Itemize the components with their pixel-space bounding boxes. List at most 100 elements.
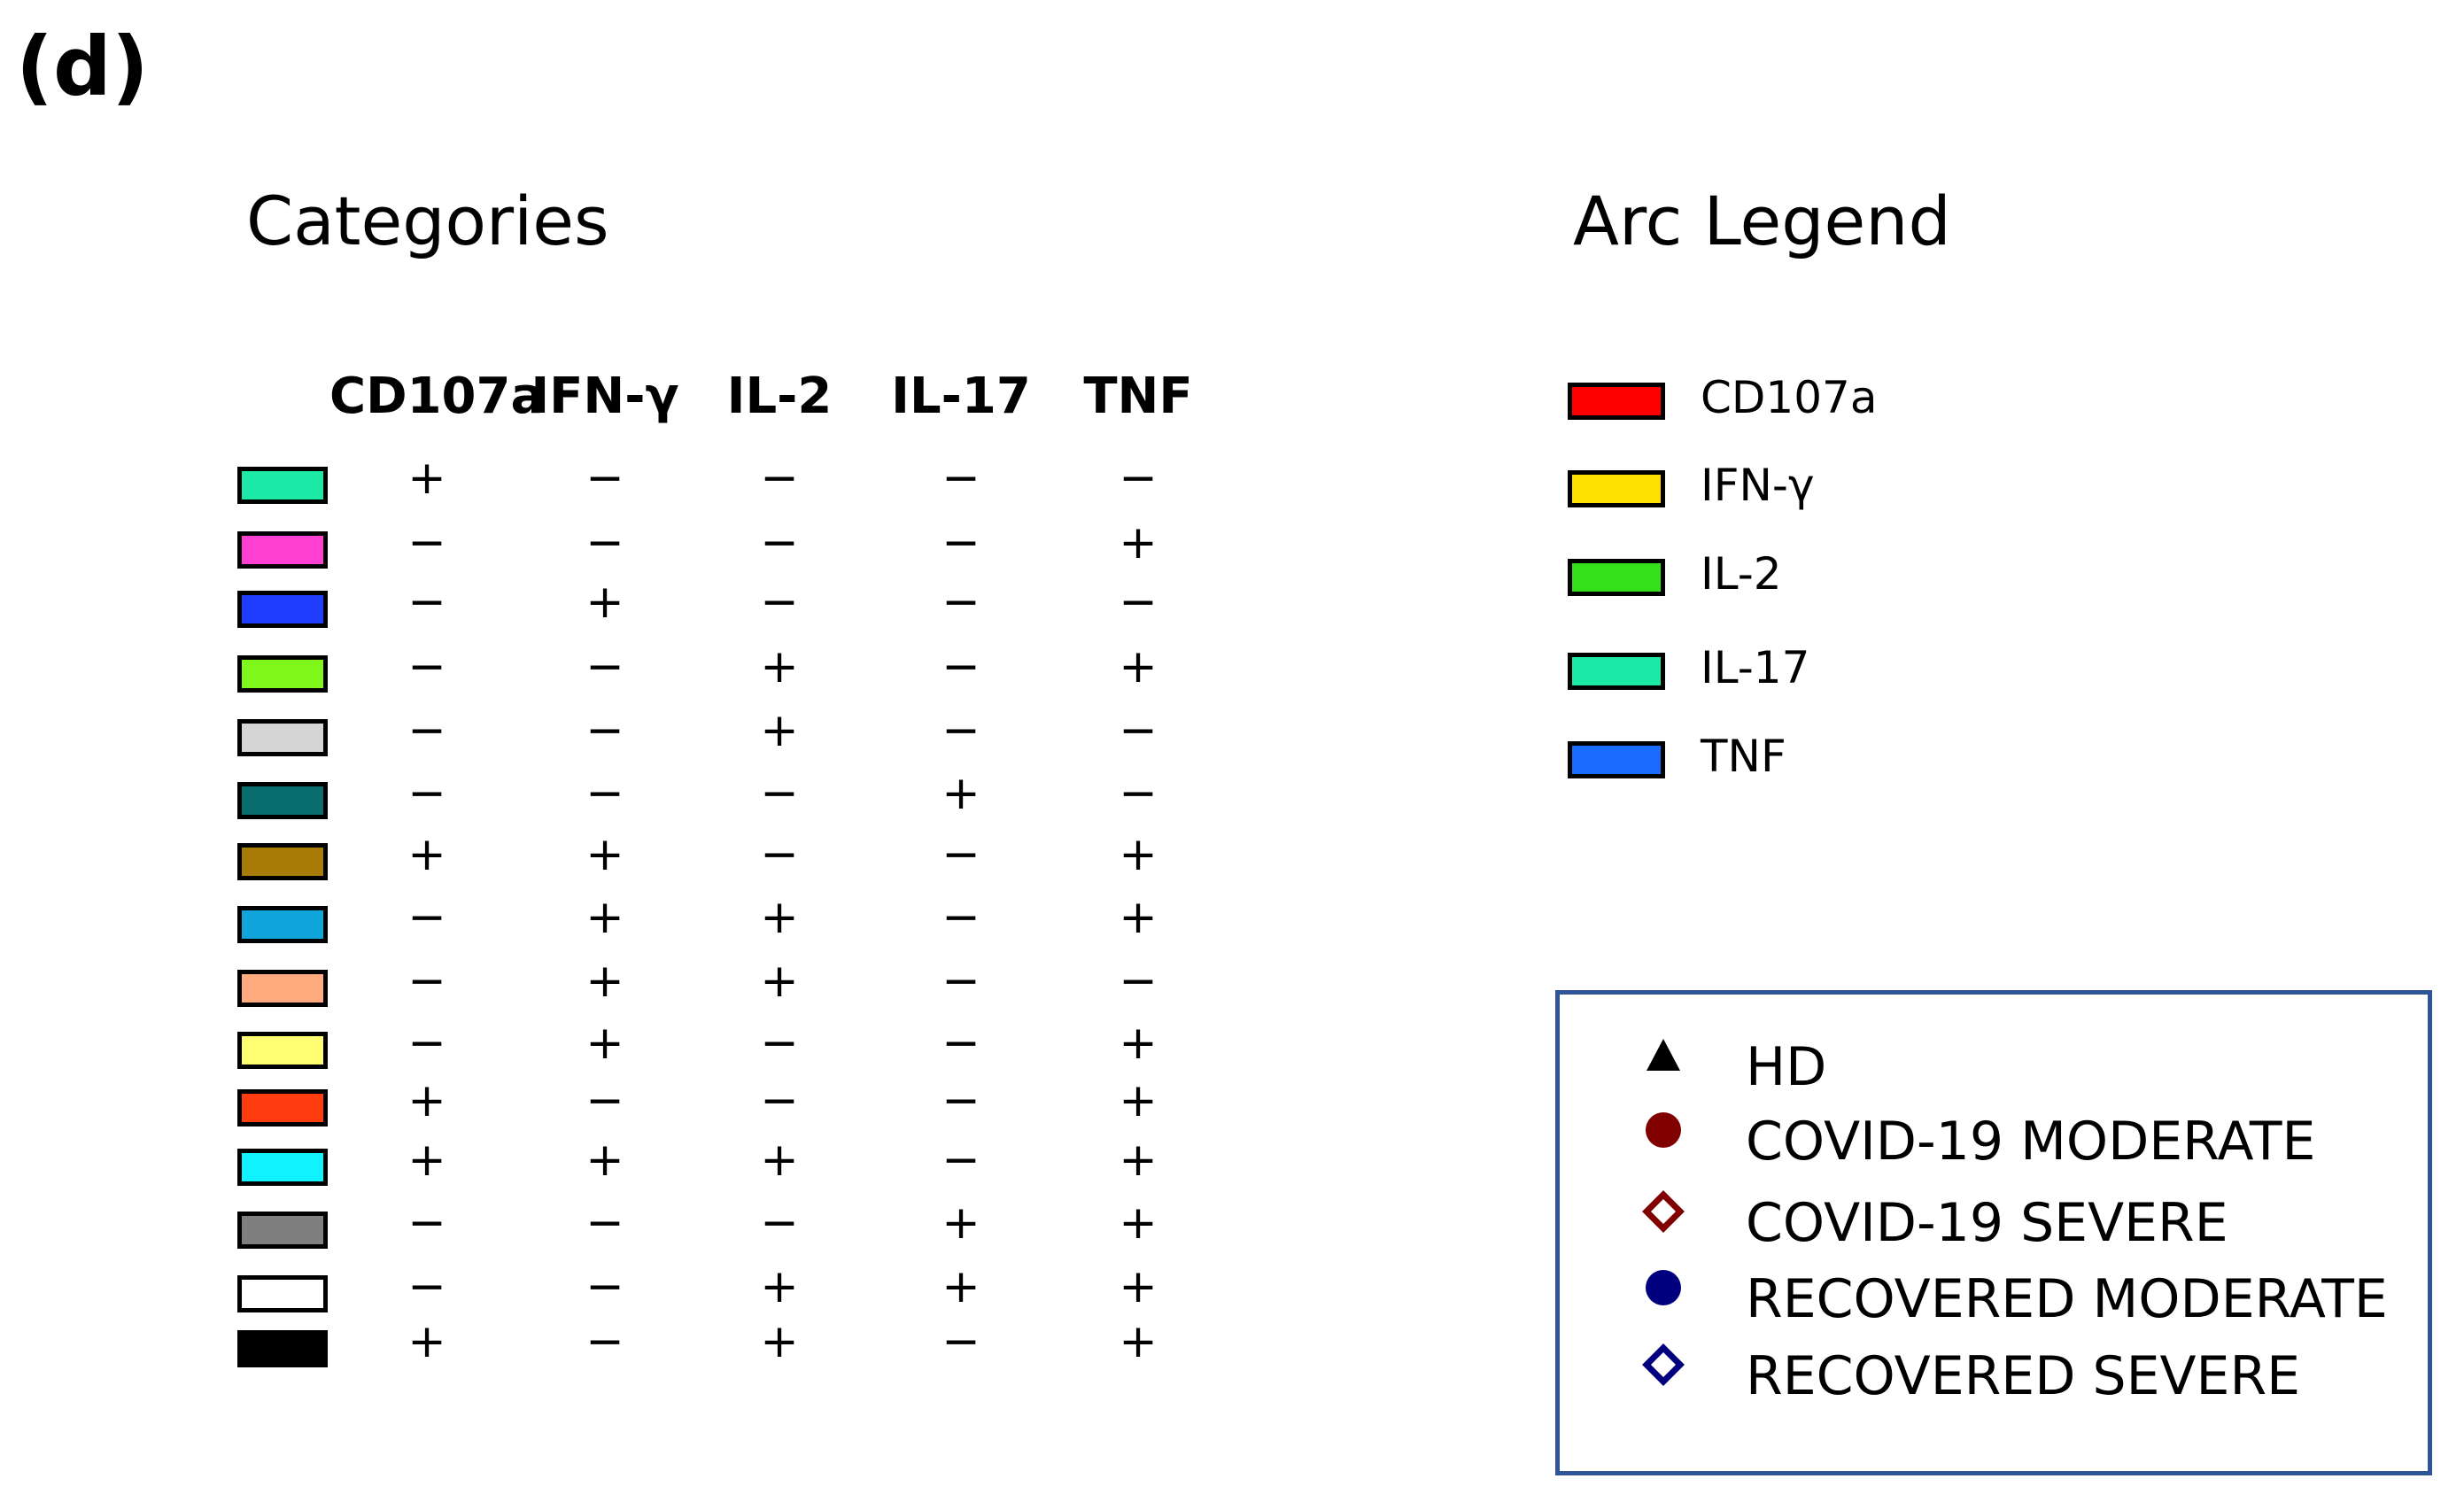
category-sign: + <box>585 891 624 944</box>
arc-legend-label: CD107a <box>1701 372 1878 423</box>
category-sign: − <box>760 1196 799 1250</box>
category-sign: + <box>760 1134 799 1187</box>
category-color-swatch <box>237 1275 328 1312</box>
category-row: + + + − + <box>0 1137 1240 1197</box>
category-sign: − <box>941 640 980 693</box>
column-header: IL-2 <box>726 368 833 425</box>
category-sign: − <box>407 1196 446 1250</box>
arc-legend-item: TNF <box>1568 734 2188 791</box>
category-sign: − <box>1119 452 1158 505</box>
arc-legend-item: IFN-γ <box>1568 463 2188 520</box>
category-row: − − − + − <box>0 770 1240 831</box>
category-sign: + <box>585 1017 624 1070</box>
category-sign: + <box>760 1315 799 1368</box>
arc-color-swatch <box>1568 383 1665 420</box>
category-sign: − <box>1119 704 1158 757</box>
category-sign: − <box>585 516 624 569</box>
category-row: − − + − + <box>0 644 1240 704</box>
category-sign: − <box>585 704 624 757</box>
category-sign: − <box>585 1074 624 1127</box>
category-sign: − <box>407 891 446 944</box>
category-sign: − <box>585 1196 624 1250</box>
category-sign: + <box>407 452 446 505</box>
arc-legend-item: IL-17 <box>1568 646 2188 702</box>
category-row: + − − − + <box>0 1078 1240 1138</box>
category-sign: − <box>760 452 799 505</box>
category-sign: + <box>1119 516 1158 569</box>
category-sign: − <box>941 1134 980 1187</box>
category-sign: + <box>1119 640 1158 693</box>
triangle-marker-icon <box>1647 1039 1680 1071</box>
arc-color-swatch <box>1568 559 1665 596</box>
category-sign: + <box>585 828 624 881</box>
category-sign: − <box>1119 955 1158 1008</box>
group-legend-label: COVID-19 SEVERE <box>1746 1192 2228 1254</box>
column-header: IFN-γ <box>531 368 679 425</box>
category-sign: + <box>1119 891 1158 944</box>
circle-marker-icon <box>1646 1112 1681 1148</box>
category-row: − − − + + <box>0 1200 1240 1260</box>
arc-color-swatch <box>1568 470 1665 507</box>
group-legend-item: COVID-19 SEVERE <box>1560 1189 2428 1260</box>
category-sign: − <box>941 1074 980 1127</box>
category-row: − − + − − <box>0 708 1240 768</box>
category-row: + − + − + <box>0 1319 1240 1379</box>
category-sign: − <box>407 767 446 820</box>
category-sign: − <box>585 452 624 505</box>
category-sign: − <box>941 452 980 505</box>
category-sign: − <box>760 576 799 629</box>
category-sign: − <box>1119 576 1158 629</box>
category-sign: − <box>941 1315 980 1368</box>
category-color-swatch <box>237 655 328 693</box>
category-sign: + <box>760 891 799 944</box>
category-color-swatch <box>237 591 328 628</box>
category-sign: − <box>760 1074 799 1127</box>
category-color-swatch <box>237 1330 328 1367</box>
group-legend-label: COVID-19 MODERATE <box>1746 1111 2316 1173</box>
category-sign: − <box>941 1017 980 1070</box>
arc-legend-label: IL-2 <box>1701 548 1782 600</box>
category-row: − + − − + <box>0 1020 1240 1080</box>
category-sign: − <box>407 576 446 629</box>
category-sign: − <box>760 767 799 820</box>
arc-color-swatch <box>1568 653 1665 690</box>
category-sign: + <box>585 955 624 1008</box>
category-sign: + <box>1119 1315 1158 1368</box>
category-sign: − <box>407 955 446 1008</box>
category-sign: − <box>941 828 980 881</box>
category-sign: − <box>1119 767 1158 820</box>
category-sign: − <box>760 516 799 569</box>
category-sign: + <box>407 1315 446 1368</box>
category-sign: + <box>1119 1017 1158 1070</box>
column-header: TNF <box>1083 368 1193 425</box>
column-header: IL-17 <box>891 368 1031 425</box>
arc-legend-label: IFN-γ <box>1701 460 1815 511</box>
category-sign: + <box>941 767 980 820</box>
category-sign: + <box>941 1260 980 1313</box>
arc-legend-item: CD107a <box>1568 372 2188 432</box>
category-sign: − <box>407 516 446 569</box>
category-color-swatch <box>237 1089 328 1126</box>
category-sign: + <box>1119 1196 1158 1250</box>
category-sign: − <box>585 767 624 820</box>
category-row: + + − − + <box>0 832 1240 892</box>
category-sign: + <box>760 640 799 693</box>
group-legend-label: RECOVERED MODERATE <box>1746 1268 2388 1330</box>
category-sign: − <box>585 640 624 693</box>
category-color-swatch <box>237 531 328 569</box>
category-color-swatch <box>237 906 328 943</box>
category-sign: − <box>407 704 446 757</box>
arc-legend-item: IL-2 <box>1568 548 2188 608</box>
category-sign: + <box>760 1260 799 1313</box>
arc-color-swatch <box>1568 741 1665 778</box>
category-sign: − <box>941 516 980 569</box>
category-sign: + <box>407 828 446 881</box>
category-color-swatch <box>237 1212 328 1249</box>
column-header: CD107a <box>329 368 545 425</box>
category-sign: + <box>1119 1134 1158 1187</box>
diamond-marker-icon <box>1642 1343 1685 1386</box>
group-legend-label: RECOVERED SEVERE <box>1746 1345 2301 1407</box>
category-sign: − <box>407 1260 446 1313</box>
group-legend-item: COVID-19 MODERATE <box>1560 1108 2428 1179</box>
category-row: + − − − − <box>0 455 1240 515</box>
